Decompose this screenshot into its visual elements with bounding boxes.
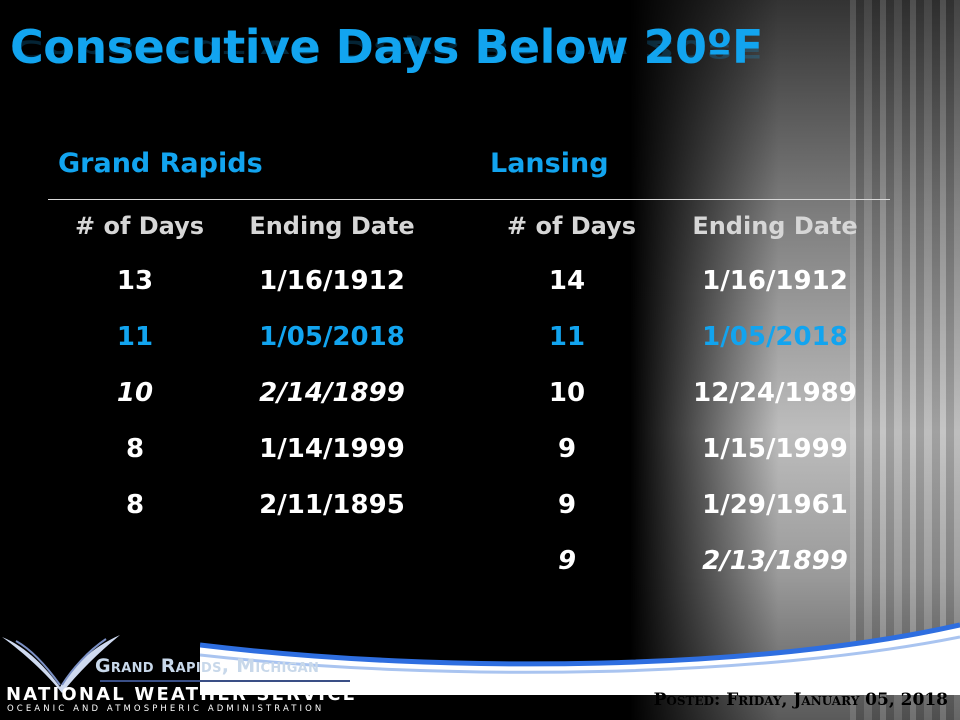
office-underline xyxy=(100,680,350,682)
noaa-bird-logo-icon xyxy=(2,635,120,693)
column-header-ending-date: Ending Date xyxy=(249,212,415,240)
table-cell-days: 10 xyxy=(548,378,586,408)
table-cell-days: 11 xyxy=(548,322,586,352)
parent-agency-name: OCEANIC AND ATMOSPHERIC ADMINISTRATION xyxy=(7,704,325,714)
station-name-lansing: Lansing xyxy=(490,148,609,179)
table-cell-days: 9 xyxy=(557,434,577,464)
table-cell-date: 1/14/1999 xyxy=(259,434,405,464)
table-cell-date: 1/05/2018 xyxy=(259,322,405,352)
table-cell-date: 2/11/1895 xyxy=(259,490,405,520)
table-cell-date: 2/13/1899 xyxy=(702,546,848,576)
table-cell-date: 12/24/1989 xyxy=(693,378,857,408)
column-header-days: # of Days xyxy=(75,212,205,240)
table-cell-days: 11 xyxy=(116,322,154,352)
table-cell-days: 8 xyxy=(125,490,145,520)
table-cell-date: 1/05/2018 xyxy=(702,322,848,352)
agency-name: NATIONAL WEATHER SERVICE xyxy=(6,684,358,705)
office-name: Grand Rapids, Michigan xyxy=(95,655,320,677)
table-cell-date: 1/29/1961 xyxy=(702,490,848,520)
table-cell-date: 1/16/1912 xyxy=(702,266,848,296)
header-divider xyxy=(48,199,890,200)
table-cell-days: 8 xyxy=(125,434,145,464)
column-header-ending-date: Ending Date xyxy=(692,212,858,240)
page-title-reflection: Consecutive Days Below 20ºF xyxy=(10,34,763,64)
page-title: Consecutive Days Below 20ºF xyxy=(10,20,763,74)
table-cell-days: 9 xyxy=(557,546,577,576)
background-icicles xyxy=(850,0,960,720)
posted-date: Posted: Friday, January 05, 2018 xyxy=(653,690,948,710)
column-header-days: # of Days xyxy=(507,212,637,240)
table-cell-days: 14 xyxy=(548,266,586,296)
table-cell-days: 9 xyxy=(557,490,577,520)
station-name-grand-rapids: Grand Rapids xyxy=(58,148,263,179)
table-cell-date: 1/16/1912 xyxy=(259,266,405,296)
background-ice-glow xyxy=(630,0,960,720)
table-cell-date: 2/14/1899 xyxy=(259,378,405,408)
table-cell-days: 10 xyxy=(116,378,154,408)
table-cell-date: 1/15/1999 xyxy=(702,434,848,464)
footer-swoosh-graphic xyxy=(200,622,960,695)
table-cell-days: 13 xyxy=(116,266,154,296)
